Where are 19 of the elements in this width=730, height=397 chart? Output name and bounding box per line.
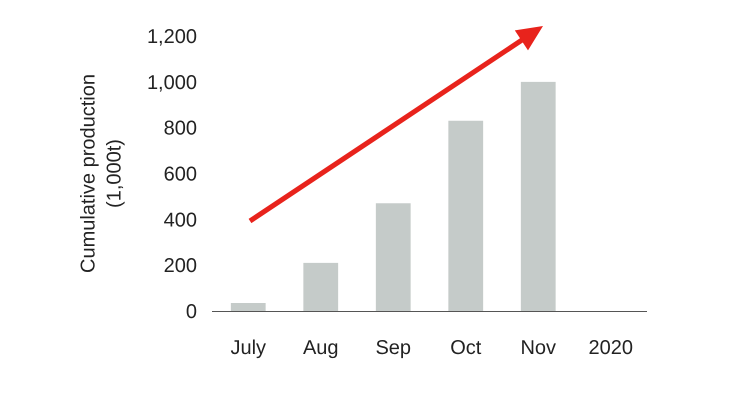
y-tick-label: 400 [164,209,197,232]
bar [448,120,484,311]
x-tick-label: Nov [520,337,556,359]
x-tick-label: Oct [450,337,482,359]
x-tick-label: 2020 [588,337,633,359]
y-tick-label: 1,200 [146,26,197,48]
y-tick-label: 600 [164,164,197,186]
y-tick-label: 1,000 [146,72,197,94]
x-tick-label: Aug [302,337,339,359]
y-tick-label: 200 [164,255,197,278]
bar [303,262,338,311]
y-tick-label: 0 [186,301,197,323]
bar [520,82,556,311]
bar [230,302,266,311]
x-tick-label: July [230,337,266,359]
y-tick-label: 800 [164,118,197,140]
bar [376,203,411,311]
y-axis-title: Cumulative production (1,000t) [77,74,126,273]
x-tick-label: Sep [375,337,412,359]
